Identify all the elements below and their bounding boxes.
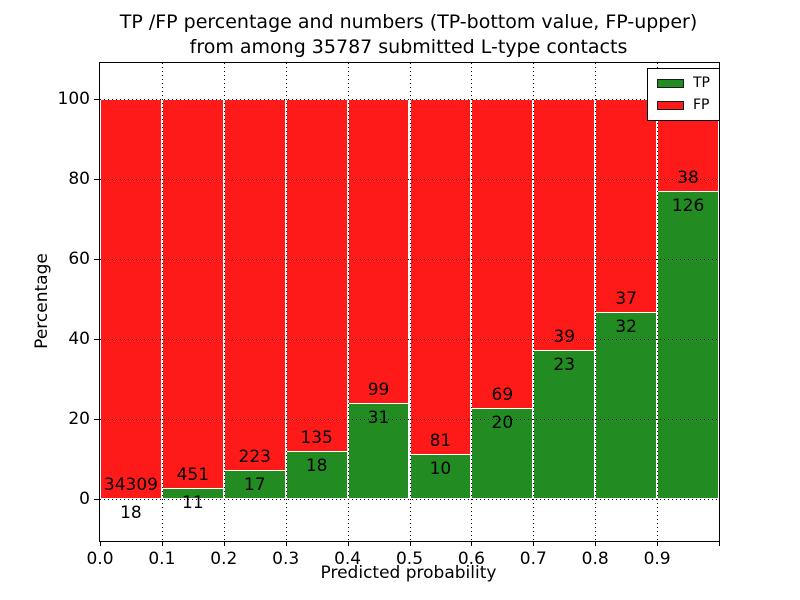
x-tick-mark xyxy=(223,541,225,546)
x-tick-mark xyxy=(161,541,163,546)
tp-count-label: 31 xyxy=(367,407,390,428)
x-tick-label: 0.2 xyxy=(210,549,238,569)
fp-count-label: 69 xyxy=(491,385,514,406)
y-tick-mark xyxy=(94,99,99,100)
fp-count-label: 39 xyxy=(553,326,576,347)
y-tick-mark xyxy=(94,259,99,260)
x-tick-label: 0.4 xyxy=(334,549,362,569)
x-tick-label: 0.9 xyxy=(643,549,671,569)
x-tick-label: 0.8 xyxy=(581,549,609,569)
legend-entry-fp: FP xyxy=(657,98,710,113)
bar-segment-fp xyxy=(100,99,162,499)
v-gridline xyxy=(657,63,659,541)
tp-count-label: 18 xyxy=(120,502,142,523)
x-tick-mark xyxy=(719,541,720,546)
chart-title: TP /FP percentage and numbers (TP-bottom… xyxy=(99,10,718,60)
bar-segment-fp xyxy=(347,99,410,404)
x-tick-mark xyxy=(347,541,349,546)
tp-count-label: 18 xyxy=(305,455,328,476)
x-tick-mark xyxy=(285,541,287,546)
x-tick-mark xyxy=(533,541,535,546)
legend-entry-label: FP xyxy=(693,97,710,113)
x-tick-label: 0.0 xyxy=(86,549,114,569)
y-tick-mark xyxy=(94,339,99,340)
bar-segment-tp xyxy=(409,455,472,499)
fp-count-label: 451 xyxy=(176,465,210,486)
x-tick-mark xyxy=(471,541,473,546)
y-tick-mark xyxy=(94,419,99,420)
y-tick-label: 0 xyxy=(79,489,90,509)
fp-count-label: 99 xyxy=(367,379,390,400)
x-axis-label: Predicted probability xyxy=(320,563,497,583)
bar-segment-fp xyxy=(533,99,596,351)
v-gridline xyxy=(223,63,225,541)
chart-title-line1: TP /FP percentage and numbers (TP-bottom… xyxy=(119,11,698,33)
y-tick-label: 100 xyxy=(57,89,90,109)
x-tick-label: 0.5 xyxy=(395,549,424,569)
tp-count-label: 20 xyxy=(491,413,514,434)
bar-segment-tp xyxy=(595,313,658,499)
tp-swatch-icon xyxy=(657,79,684,88)
bar-segment-fp xyxy=(409,99,472,456)
x-tick-mark xyxy=(409,541,411,546)
bar-segment-fp xyxy=(161,99,224,490)
tp-count-label: 11 xyxy=(182,493,204,514)
v-gridline xyxy=(533,63,535,541)
tp-count-label: 10 xyxy=(429,459,452,480)
fp-count-label: 38 xyxy=(677,167,699,188)
tp-count-label: 23 xyxy=(553,354,576,375)
x-tick-label: 0.7 xyxy=(519,549,547,569)
fp-count-label: 223 xyxy=(238,446,271,467)
v-gridline xyxy=(347,63,349,541)
bar-segment-fp xyxy=(285,99,348,452)
y-tick-mark xyxy=(94,179,99,180)
x-tick-label: 0.6 xyxy=(457,549,485,569)
y-tick-label: 20 xyxy=(68,409,90,429)
x-tick-label: 0.3 xyxy=(272,549,300,569)
legend-entry-label: TP xyxy=(693,75,710,91)
fp-swatch-icon xyxy=(657,101,684,110)
x-tick-mark xyxy=(100,541,101,546)
legend: TP FP xyxy=(647,68,720,121)
plot-area: TP FP 34309 18 451 11 223 17 135 18 99 31 81 10 69 20 3… xyxy=(58,62,720,569)
chart-title-line2: from among 35787 submitted L-type contac… xyxy=(189,36,628,58)
y-axis-label-text: Percentage xyxy=(32,253,53,349)
v-gridline xyxy=(285,63,287,541)
bar-segment-tp xyxy=(657,191,719,499)
bar-segment-fp xyxy=(471,99,534,410)
y-tick-mark xyxy=(94,499,99,500)
v-gridline xyxy=(471,63,473,541)
fp-count-label: 81 xyxy=(429,431,452,452)
fp-count-label: 135 xyxy=(300,427,333,448)
tp-count-label: 32 xyxy=(615,317,637,338)
x-tick-label: 0.1 xyxy=(148,549,176,569)
legend-entry-tp: TP xyxy=(657,76,710,91)
v-gridline xyxy=(409,63,411,541)
y-tick-label: 80 xyxy=(68,169,90,189)
fp-count-label: 37 xyxy=(615,289,637,310)
y-axis-label: Percentage xyxy=(30,62,54,540)
y-tick-label: 60 xyxy=(68,249,90,269)
x-tick-mark xyxy=(657,541,659,546)
x-tick-mark xyxy=(595,541,597,546)
v-gridline xyxy=(595,63,597,541)
fp-count-label: 34309 xyxy=(103,474,158,495)
y-tick-label: 40 xyxy=(68,329,90,349)
tp-count-label: 17 xyxy=(243,474,266,495)
bar-segment-fp xyxy=(223,99,286,471)
bar-segment-fp xyxy=(595,99,658,314)
tp-count-label: 126 xyxy=(671,195,705,216)
bar-segment-tp xyxy=(533,350,596,499)
v-gridline xyxy=(161,63,163,541)
